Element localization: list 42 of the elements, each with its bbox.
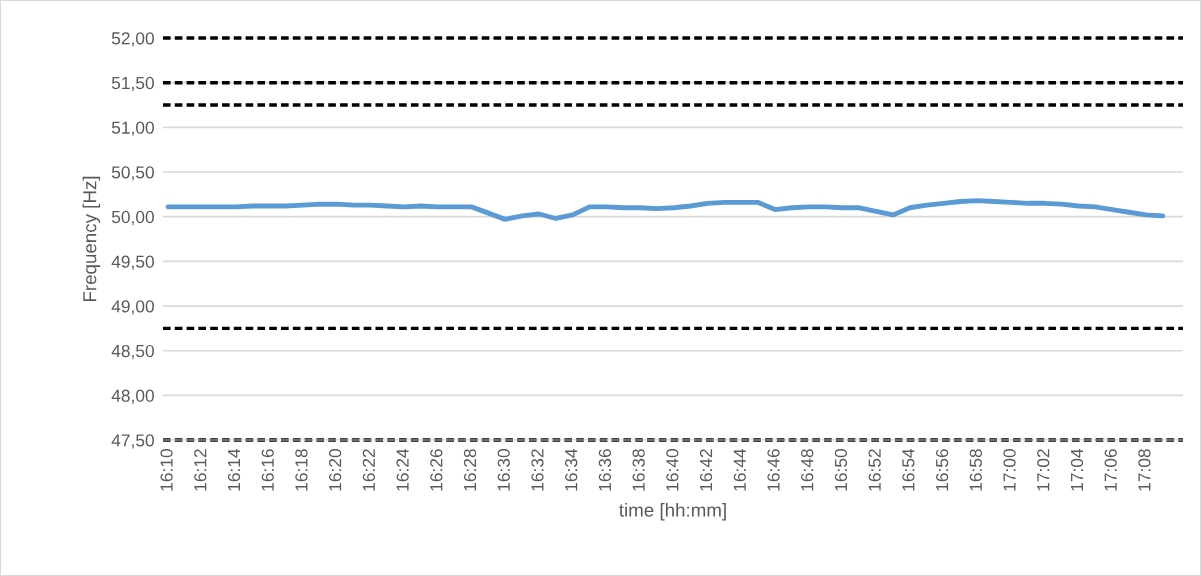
x-tick-label: 16:10 (160, 449, 173, 491)
y-tick-label: 51,50 (111, 76, 154, 92)
y-tick-label: 52,00 (111, 32, 154, 47)
x-tick-label: 16:18 (295, 449, 308, 491)
x-tick-label: 16:34 (565, 448, 578, 491)
x-tick-label: 16:30 (497, 449, 510, 491)
x-tick-label: 16:48 (801, 449, 814, 491)
x-tick-label: 16:40 (666, 449, 679, 491)
x-tick-label: 16:54 (902, 448, 915, 491)
x-axis-title: time [hh:mm] (619, 502, 726, 521)
x-tick-label: 17:04 (1070, 448, 1084, 491)
y-tick-label: 49,50 (111, 255, 154, 270)
x-tick-label: 16:28 (463, 449, 477, 491)
y-tick-label: 50,00 (111, 210, 154, 226)
x-tick-label: 16:16 (261, 449, 274, 491)
y-tick-label: 50,50 (111, 166, 154, 181)
x-tick-label: 17:02 (1037, 449, 1050, 491)
x-tick-label: 17:08 (1138, 449, 1151, 491)
x-tick-label: 16:50 (834, 449, 848, 491)
x-tick-label: 17:06 (1104, 449, 1117, 491)
y-tick-label: 47,50 (111, 434, 154, 449)
y-tick-label: 51,00 (111, 121, 154, 136)
x-tick-label: 16:32 (531, 449, 544, 491)
x-tick-label: 16:46 (767, 449, 780, 491)
x-tick-label: 16:56 (935, 449, 949, 491)
x-tick-label: 16:26 (430, 449, 443, 491)
x-tick-label: 16:58 (969, 449, 982, 491)
x-tick-label: 16:14 (227, 448, 241, 491)
y-tick-label: 48,50 (111, 344, 154, 360)
x-tick-label: 16:42 (699, 449, 713, 491)
x-tick-label: 16:20 (329, 449, 342, 491)
y-tick-label: 49,00 (111, 300, 154, 315)
x-tick-label: 17:00 (1003, 449, 1016, 491)
x-tick-label: 16:12 (194, 449, 207, 491)
x-tick-label: 16:44 (733, 448, 746, 491)
y-axis-title: Frequency [Hz] (82, 176, 101, 302)
x-tick-label: 16:38 (632, 449, 645, 491)
x-tick-label: 16:22 (362, 449, 376, 491)
y-tick-label: 48,00 (111, 389, 154, 404)
x-tick-label: 16:52 (868, 449, 881, 491)
x-tick-label: 16:24 (396, 448, 409, 491)
x-tick-label: 16:36 (598, 449, 612, 491)
